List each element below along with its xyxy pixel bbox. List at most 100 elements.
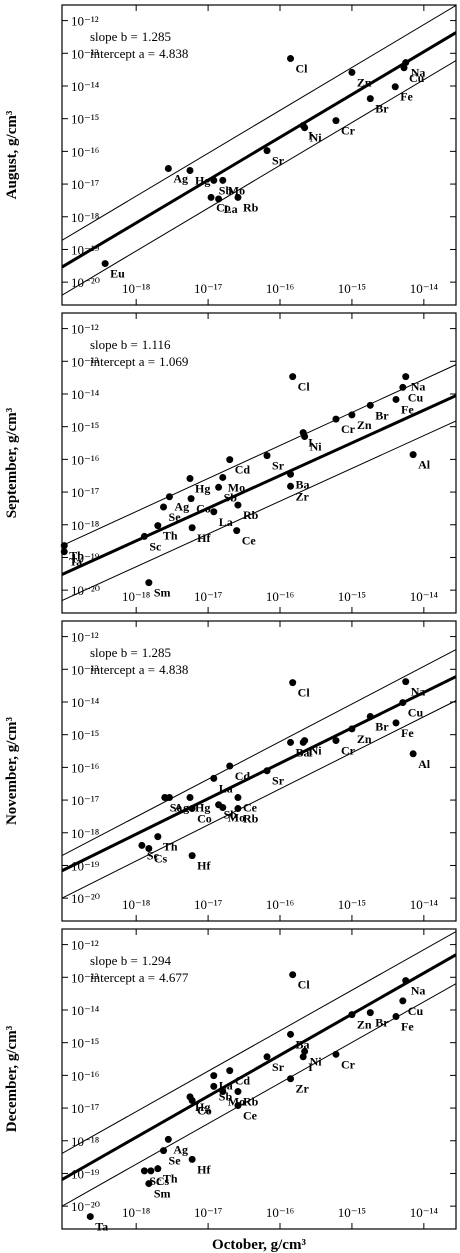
point: [145, 845, 153, 853]
point-label: Br: [375, 408, 389, 422]
point-label: Ta: [95, 1220, 108, 1234]
point-label: Hg: [195, 1100, 210, 1114]
point-label: Cd: [235, 769, 251, 783]
point-label: Ag: [173, 171, 188, 185]
point: [287, 55, 295, 63]
fit-line: [62, 675, 456, 873]
point: [145, 579, 153, 587]
point-label: Sr: [272, 154, 285, 168]
panel: 10⁻¹⁸ 10⁻¹⁷ 10⁻¹⁶ 10⁻¹⁵ 10⁻¹⁴ 10⁻¹² 10⁻¹³ 10⁻¹⁴…: [4, 312, 457, 614]
point-label: Sm: [154, 586, 171, 600]
point-label: La: [219, 781, 233, 795]
point: [219, 473, 227, 481]
point: [402, 977, 410, 985]
y-tick-label: 10⁻¹⁹: [71, 550, 100, 565]
y-tick-label: 10⁻¹³: [71, 46, 99, 61]
x-tick-label: 10⁻¹⁴: [410, 281, 439, 296]
panel: 10⁻¹⁸ 10⁻¹⁷ 10⁻¹⁶ 10⁻¹⁵ 10⁻¹⁴ 10⁻¹² 10⁻¹³ 10⁻¹⁴…: [4, 620, 457, 922]
y-tick-label: 10⁻¹⁵: [71, 420, 99, 435]
point: [147, 1167, 155, 1175]
plot-frame: [61, 312, 457, 614]
point: [348, 1011, 356, 1019]
point: [263, 1053, 271, 1061]
slope-label: slope b =: [90, 337, 138, 352]
point-label: Na: [411, 685, 426, 699]
point: [101, 260, 109, 268]
point: [301, 1047, 309, 1055]
point-label: Cl: [296, 62, 309, 76]
x-tick-label: 10⁻¹⁸: [122, 281, 151, 296]
band-line: [62, 983, 456, 1207]
point-label: Ba: [296, 745, 310, 759]
point-label: Eu: [110, 267, 125, 281]
point-label: Sm: [154, 1187, 171, 1201]
fit-line: [62, 31, 456, 269]
point-label: Th: [163, 529, 178, 543]
intercept-value: 1.069: [159, 354, 188, 369]
slope-value: 1.285: [142, 29, 171, 44]
fit-line: [62, 394, 456, 576]
point-label: I: [308, 745, 313, 759]
band-line: [62, 420, 456, 602]
point-label: Rb: [243, 508, 259, 522]
plot-frame: [61, 928, 457, 1230]
x-tick-label: 10⁻¹⁷: [194, 897, 222, 912]
point: [332, 1050, 340, 1058]
point: [287, 1075, 295, 1083]
point: [154, 522, 162, 530]
point-label: Cu: [408, 390, 424, 404]
panel: 10⁻¹⁸ 10⁻¹⁷ 10⁻¹⁶ 10⁻¹⁵ 10⁻¹⁴ 10⁻¹² 10⁻¹³ 10⁻¹⁴…: [4, 4, 457, 306]
y-tick-label: 10⁻²⁰: [71, 1199, 100, 1214]
point-label: I: [308, 1060, 313, 1074]
band-line: [62, 931, 456, 1154]
point: [234, 805, 242, 813]
y-axis-label: November, g/cm³: [4, 716, 20, 825]
y-tick-label: 10⁻¹³: [71, 662, 99, 677]
point: [287, 1030, 295, 1038]
point: [332, 415, 340, 423]
point-label: Co: [216, 200, 231, 214]
point-label: Hg: [195, 800, 210, 814]
point-label: Cl: [298, 380, 311, 394]
point-label: Zn: [357, 732, 372, 746]
y-tick-label: 10⁻¹⁶: [71, 1068, 99, 1083]
point-label: I: [308, 436, 313, 450]
y-tick-label: 10⁻¹⁸: [71, 210, 100, 225]
point-label: Hg: [195, 174, 210, 188]
point-label: Se: [169, 510, 182, 524]
y-tick-label: 10⁻¹⁷: [71, 485, 99, 500]
x-tick-label: 10⁻¹⁴: [410, 589, 439, 604]
point-label: Ag: [174, 800, 189, 814]
point-label: Se: [169, 1154, 182, 1168]
point-label: Zn: [357, 418, 372, 432]
point-label: Sb: [219, 183, 233, 197]
point: [301, 737, 309, 745]
intercept-annotation: intercept a = 4.677: [90, 970, 189, 985]
y-tick-label: 10⁻¹⁴: [71, 79, 100, 94]
point: [145, 1180, 153, 1188]
point: [186, 475, 194, 483]
point: [215, 483, 223, 491]
y-tick-label: 10⁻¹⁹: [71, 1166, 100, 1181]
point-label: Cl: [298, 978, 311, 992]
y-tick-label: 10⁻¹⁶: [71, 452, 99, 467]
point-label: Cr: [341, 124, 356, 138]
point: [160, 1147, 168, 1155]
point-label: Cr: [341, 1057, 356, 1071]
point: [263, 767, 271, 775]
point-label: Fe: [400, 90, 413, 104]
point-label: Br: [375, 1016, 389, 1030]
point: [188, 524, 196, 532]
point: [332, 117, 340, 125]
point-label: Cl: [298, 686, 311, 700]
point: [219, 176, 227, 184]
point: [165, 493, 173, 501]
point: [188, 1155, 196, 1163]
x-tick-label: 10⁻¹⁶: [266, 1205, 294, 1220]
y-tick-label: 10⁻¹⁸: [71, 1134, 100, 1149]
point-label: Zn: [357, 75, 372, 89]
point-label: Sc: [149, 539, 162, 553]
point-label: Fe: [401, 726, 414, 740]
point: [332, 737, 340, 745]
slope-label: slope b =: [90, 953, 138, 968]
